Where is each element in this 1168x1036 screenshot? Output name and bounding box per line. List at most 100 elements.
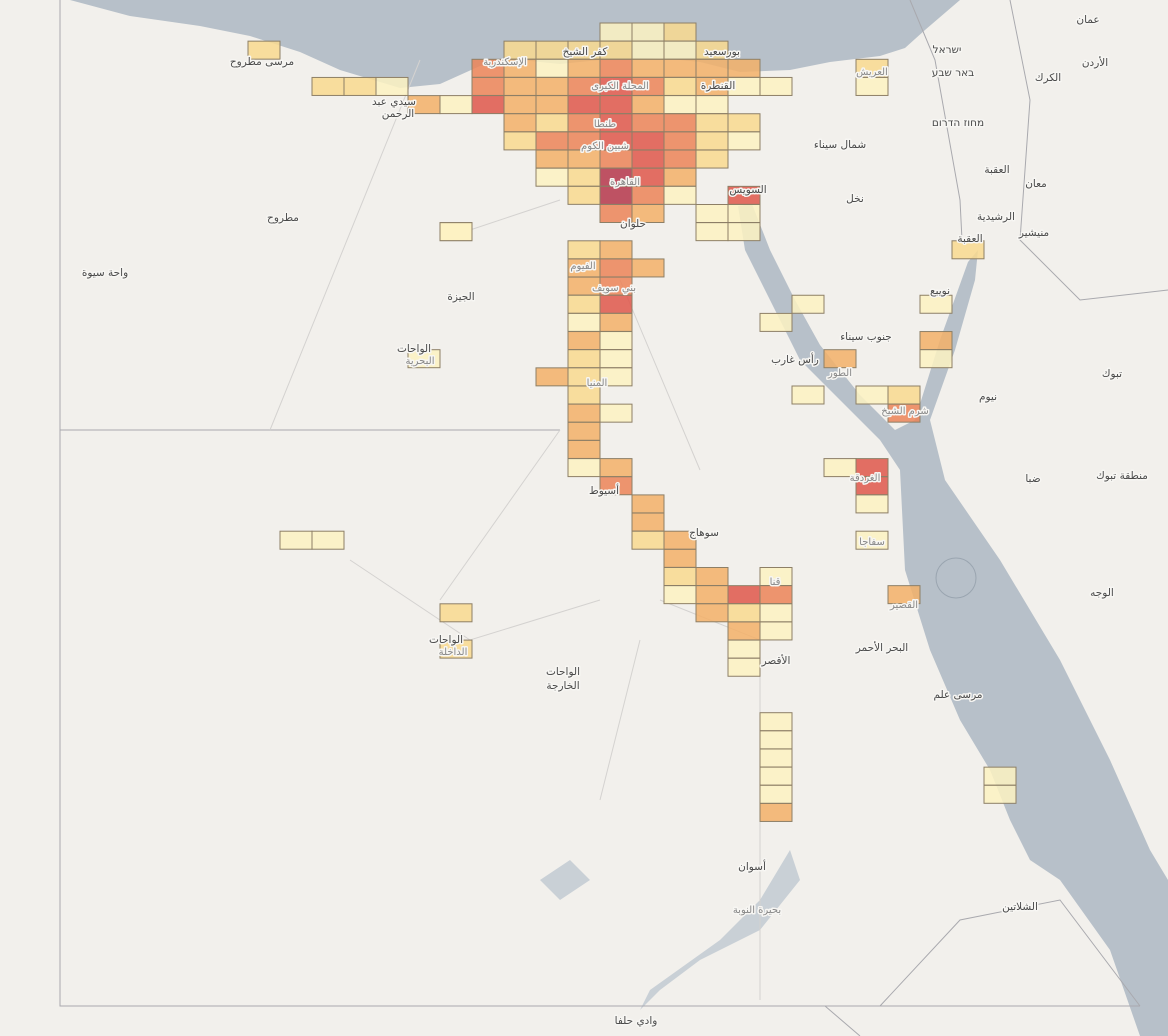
place: العريش xyxy=(856,67,888,78)
heat-cell xyxy=(695,567,729,586)
heat-cell xyxy=(663,22,697,42)
heat-cell xyxy=(535,167,569,187)
place-labels: مرسى مطروح سيدي عبد الرحمن الإسكندرية كف… xyxy=(80,13,1149,1029)
heat-cell xyxy=(919,331,953,351)
place: نيوم xyxy=(979,391,997,403)
heat-cell xyxy=(791,294,825,314)
heat-cell xyxy=(471,76,505,96)
heat-cell xyxy=(695,603,729,623)
heat-cell xyxy=(631,149,665,169)
heat-cell xyxy=(695,204,729,223)
place: ישראל xyxy=(933,44,962,56)
heat-cell xyxy=(727,657,761,677)
place: نويبع xyxy=(930,285,950,297)
place: الشلاتين xyxy=(1002,901,1038,913)
heat-cell xyxy=(823,349,857,369)
heat-cell xyxy=(439,95,473,115)
heat-cell xyxy=(759,802,793,822)
place: بحيرة النوبة xyxy=(733,905,781,916)
place: الواحات xyxy=(397,343,431,355)
heat-cell xyxy=(599,149,633,169)
heat-cell xyxy=(567,331,601,351)
place: القنطرة xyxy=(701,80,736,92)
heat-cell xyxy=(599,185,633,205)
heat-cell xyxy=(343,76,377,96)
heat-cell xyxy=(567,294,601,314)
heat-cell xyxy=(439,222,473,242)
heat-cell xyxy=(727,603,761,623)
place: معان xyxy=(1025,178,1047,190)
heat-cell xyxy=(663,58,697,78)
heat-cell xyxy=(631,258,665,278)
place: حلوان xyxy=(620,218,646,230)
heat-cell xyxy=(631,58,665,78)
heat-cell xyxy=(695,585,729,605)
heat-cell xyxy=(599,294,633,314)
heat-cell xyxy=(535,367,569,387)
heat-cell xyxy=(503,131,537,151)
heat-cell xyxy=(439,639,473,659)
heat-cell xyxy=(727,585,761,605)
place: سوهاج xyxy=(689,527,719,539)
heat-cell xyxy=(695,58,729,78)
heat-cell xyxy=(887,385,921,405)
heat-cell xyxy=(727,222,761,242)
heat-cell xyxy=(887,585,921,605)
place: بورسعيد xyxy=(704,46,740,58)
heat-cell xyxy=(503,76,537,96)
place: الرحمن xyxy=(382,108,414,120)
heat-cell xyxy=(407,349,441,369)
heat-cell xyxy=(951,240,985,260)
heat-cell xyxy=(855,494,889,514)
heat-cell xyxy=(695,113,729,133)
place: الرشيدية xyxy=(977,211,1015,223)
heat-cell xyxy=(919,294,953,314)
heat-cell xyxy=(759,585,793,605)
heat-cell xyxy=(567,403,601,423)
heat-cell xyxy=(727,131,761,151)
heat-cell xyxy=(631,131,665,151)
place: أسيوط xyxy=(589,483,619,497)
place: عمان xyxy=(1076,14,1099,26)
place: سيدي عبد xyxy=(372,96,416,108)
place: وادي حلفا xyxy=(615,1015,658,1027)
heat-cell xyxy=(599,22,633,42)
place: قنا xyxy=(770,577,781,588)
place: البحر الأحمر xyxy=(855,641,908,654)
place: شبين الكوم xyxy=(581,141,629,152)
place: مطروح xyxy=(267,212,299,224)
place: الخارجة xyxy=(546,680,579,692)
place: شرم الشيخ xyxy=(881,406,929,417)
heat-cell xyxy=(663,185,697,205)
heat-cell xyxy=(631,95,665,115)
heat-cell xyxy=(759,748,793,768)
heat-cell xyxy=(567,167,601,187)
borders xyxy=(59,0,1168,1036)
place: أسوان xyxy=(738,859,766,873)
heat-cell xyxy=(919,349,953,369)
heat-cell xyxy=(759,76,793,96)
heat-cell xyxy=(791,385,825,405)
heat-cell xyxy=(759,603,793,623)
heat-cell xyxy=(535,113,569,133)
place: منيشير xyxy=(1018,227,1049,239)
heat-cell xyxy=(759,621,793,641)
heat-cell xyxy=(663,548,697,568)
place: نخل xyxy=(846,193,864,205)
heat-cell xyxy=(567,149,601,169)
heat-cell xyxy=(695,131,729,151)
heat-cell xyxy=(567,349,601,369)
place: واحة سيوة xyxy=(82,267,128,279)
heat-cell xyxy=(727,621,761,641)
heat-cell xyxy=(663,113,697,133)
heat-cell xyxy=(535,149,569,169)
heat-cell xyxy=(759,766,793,786)
place: المنيا xyxy=(587,378,608,389)
heat-cell xyxy=(599,331,633,351)
heat-cell xyxy=(599,258,633,278)
heat-cell xyxy=(631,113,665,133)
place: تبوك xyxy=(1102,368,1122,380)
heat-cell xyxy=(279,530,313,550)
